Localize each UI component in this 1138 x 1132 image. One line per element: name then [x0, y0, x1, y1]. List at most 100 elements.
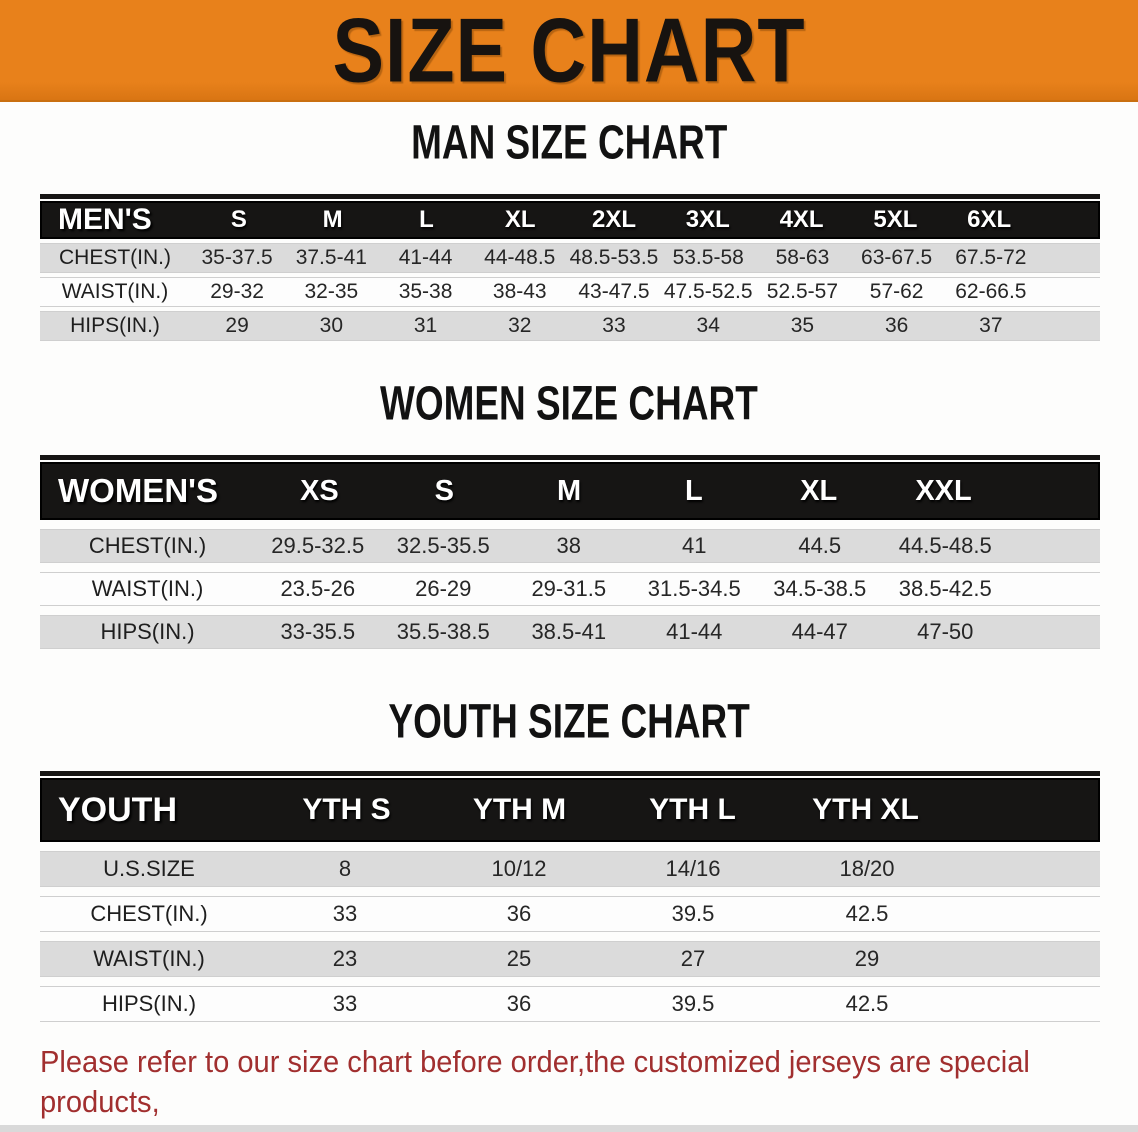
- table-cell: 23.5-26: [280, 576, 356, 601]
- table-cell: 35-37.5: [201, 246, 273, 269]
- column-header: YTH M: [472, 793, 567, 826]
- table-cell: 32-35: [304, 280, 359, 303]
- row-label: WAIST(IN.): [91, 576, 204, 601]
- table-row: HIPS(IN.) 33 36 39.5 42.5: [40, 986, 1100, 1022]
- row-label: WAIST(IN.): [61, 280, 169, 303]
- row-label: U.S.SIZE: [103, 856, 195, 881]
- table-row: HIPS(IN.) 29 30 31 32 33 34 35 36 37: [40, 311, 1100, 341]
- disclaimer-text: Please refer to our size chart before or…: [40, 1042, 1086, 1132]
- table-header-row: MEN'S S M L XL 2XL 3XL 4XL 5XL 6XL: [40, 201, 1100, 239]
- women-section-heading: WOMEN SIZE CHART: [0, 378, 1138, 429]
- row-label: CHEST(IN.): [90, 901, 208, 926]
- table-cell: 38-43: [492, 280, 547, 303]
- table-cell: 63-67.5: [861, 246, 933, 269]
- table-cell: 36: [884, 314, 909, 337]
- column-header: 5XL: [873, 206, 918, 233]
- table-cell: 25: [506, 946, 532, 971]
- table-cell: 44.5-48.5: [898, 533, 992, 558]
- table-cell: 44.5: [798, 533, 842, 558]
- table-cell: 29-32: [210, 280, 264, 303]
- table-cell: 27: [680, 946, 706, 971]
- table-cell: 44-47: [791, 619, 848, 644]
- row-label: CHEST(IN.): [59, 246, 171, 269]
- table-cell: 38.5-41: [531, 619, 607, 644]
- table-cell: 29-31.5: [531, 576, 607, 601]
- table-cell: 29: [854, 946, 880, 971]
- table-cell: 41-44: [666, 619, 723, 644]
- table-cell: 41-44: [398, 246, 453, 269]
- table-row: U.S.SIZE 8 10/12 14/16 18/20: [40, 851, 1100, 887]
- youth-heading-text: YOUTH SIZE CHART: [388, 694, 750, 749]
- table-cell: 32: [508, 314, 532, 337]
- table-cell: 34.5-38.5: [773, 576, 867, 601]
- table-cell: 52.5-57: [766, 280, 839, 303]
- table-cell: 31.5-34.5: [647, 576, 741, 601]
- column-header: YTH S: [302, 793, 391, 826]
- table-cell: 33: [332, 991, 358, 1016]
- column-header: XL: [800, 474, 838, 507]
- table-corner-label: MEN'S: [58, 203, 152, 236]
- men-section-heading: MAN SIZE CHART: [0, 115, 1138, 170]
- table-row: WAIST(IN.) 29-32 32-35 35-38 38-43 43-47.5 47.…: [40, 277, 1100, 307]
- table-cell: 33: [602, 314, 626, 337]
- table-cell: 44-48.5: [484, 246, 556, 269]
- table-cell: 33-35.5: [280, 619, 356, 644]
- table-row: CHEST(IN.) 33 36 39.5 42.5: [40, 896, 1100, 932]
- table-cell: 38: [556, 533, 581, 558]
- disclaimer-line-1: Please refer to our size chart before or…: [40, 1045, 1030, 1120]
- women-size-table: WOMEN'S XS S M L XL XXL CHEST(IN.) 29.5-32.5 32.5…: [40, 455, 1100, 649]
- column-header: 3XL: [685, 206, 730, 233]
- men-size-table: MEN'S S M L XL 2XL 3XL 4XL 5XL 6XL CHEST(IN.) 35-37…: [40, 194, 1100, 341]
- column-header: XXL: [915, 474, 972, 507]
- men-heading-text: MAN SIZE CHART: [410, 115, 728, 170]
- table-cell: 39.5: [671, 991, 715, 1016]
- row-label: CHEST(IN.): [88, 533, 207, 558]
- table-cell: 42.5: [845, 991, 889, 1016]
- column-header: 6XL: [967, 206, 1012, 233]
- table-cell: 10/12: [491, 856, 547, 881]
- table-cell: 35.5-38.5: [396, 619, 490, 644]
- table-row: HIPS(IN.) 33-35.5 35.5-38.5 38.5-41 41-44 44-…: [40, 615, 1100, 649]
- youth-section-heading: YOUTH SIZE CHART: [0, 694, 1138, 749]
- table-corner-label: YOUTH: [58, 790, 177, 829]
- table-cell: 30: [319, 314, 343, 337]
- table-cell: 62-66.5: [955, 280, 1027, 303]
- row-label: HIPS(IN.): [70, 314, 160, 337]
- table-cell: 29: [225, 314, 249, 337]
- column-header: M: [556, 474, 582, 507]
- table-cell: 43-47.5: [578, 280, 650, 303]
- row-label: HIPS(IN.): [101, 991, 197, 1016]
- table-corner-label: WOMEN'S: [58, 472, 219, 509]
- table-cell: 58-63: [775, 246, 830, 269]
- table-cell: 34: [696, 314, 720, 337]
- table-cell: 8: [338, 856, 352, 881]
- table-cell: 37: [979, 314, 1003, 337]
- table-cell: 35-38: [398, 280, 453, 303]
- row-label: HIPS(IN.): [100, 619, 195, 644]
- column-header: 2XL: [592, 206, 637, 233]
- table-row: WAIST(IN.) 23 25 27 29: [40, 941, 1100, 977]
- column-header: YTH XL: [812, 793, 919, 826]
- column-header: M: [322, 206, 343, 233]
- column-header: YTH L: [649, 793, 736, 826]
- column-header: L: [419, 206, 434, 233]
- column-header: XL: [504, 206, 536, 233]
- table-cell: 18/20: [839, 856, 895, 881]
- bottom-edge-strip: [0, 1125, 1138, 1132]
- table-header-row: YOUTH YTH S YTH M YTH L YTH XL: [40, 778, 1100, 842]
- table-cell: 42.5: [845, 901, 889, 926]
- table-cell: 67.5-72: [955, 246, 1027, 269]
- table-cell: 33: [332, 901, 358, 926]
- table-cell: 53.5-58: [672, 246, 744, 269]
- table-cell: 32.5-35.5: [396, 533, 490, 558]
- column-header: XS: [300, 474, 339, 507]
- table-header-row: WOMEN'S XS S M L XL XXL: [40, 462, 1100, 520]
- table-cell: 36: [506, 991, 532, 1016]
- table-cell: 38.5-42.5: [898, 576, 992, 601]
- table-cell: 41: [682, 533, 707, 558]
- section-men: MAN SIZE CHART MEN'S S M L XL 2XL 3XL 4XL 5XL 6XL…: [0, 115, 1138, 341]
- table-row: CHEST(IN.) 35-37.5 37.5-41 41-44 44-48.5 48.5…: [40, 243, 1100, 273]
- table-cell: 31: [413, 314, 438, 337]
- table-cell: 26-29: [415, 576, 472, 601]
